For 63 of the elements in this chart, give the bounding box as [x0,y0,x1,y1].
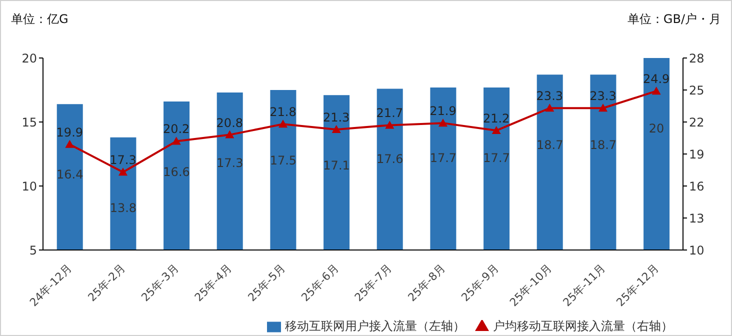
x-tick-label: 25年-2月 [86,262,128,304]
x-tick-label: 25年-3月 [138,262,182,304]
point [385,120,394,129]
data-label: 18.7 [536,138,564,152]
x-tick-label: 25年-4月 [192,262,235,304]
data-label: 13.8 [110,200,137,215]
y-tick-label: 5 [29,243,37,258]
x-tick-label: 25年-10月 [507,262,555,310]
x-tick-label: 24年-12月 [27,262,75,310]
data-label: 18.7 [590,138,617,152]
data-label: 20.8 [216,116,244,130]
y2-tick-label: 28 [689,51,704,66]
y-tick-label: 10 [22,179,37,194]
point [598,104,608,112]
data-label: 17.7 [430,150,457,165]
data-label: 17.3 [216,156,244,170]
data-label: 24.9 [642,72,670,86]
data-label: 17.6 [376,152,404,166]
y2-tick-label: 22 [689,115,704,130]
y2-axis-title: 单位：GB/户・月 [627,11,721,28]
data-label: 17.3 [110,153,136,168]
x-tick-label: 25年-6月 [298,262,342,304]
x-tick-label: 25年-12月 [614,262,662,310]
x-tick-label: 25年-11月 [560,262,608,310]
data-label: 21.2 [482,112,510,126]
point [225,130,234,138]
x-tick-label: 25年-5月 [246,262,288,304]
y-tick-label: 15 [22,115,37,130]
point [652,86,661,95]
data-label: 17.1 [323,158,350,173]
point [438,118,448,127]
data-label: 21.8 [270,105,296,120]
data-label: 21.3 [322,110,350,124]
x-tick-label: 25年-8月 [406,262,448,304]
legend-label: 移动互联网用户接入流量（左轴） [285,319,465,333]
y2-tick-label: 10 [689,243,704,258]
point [332,124,341,133]
legend-label: 户均移动互联网接入流量（右轴） [493,319,673,333]
point [172,136,181,145]
data-label: 23.3 [536,89,564,104]
data-label: 19.9 [56,125,84,140]
y2-tick-label: 19 [689,147,704,162]
point [278,120,288,128]
y2-tick-label: 16 [689,179,704,194]
data-label: 21.7 [376,106,404,120]
point [492,126,501,134]
data-label: 23.3 [590,89,616,104]
point [545,104,554,112]
y2-tick-label: 13 [689,211,704,226]
data-label: 17.7 [483,150,510,165]
data-label: 20 [648,122,664,136]
y-tick-label: 20 [22,51,37,66]
point [118,168,128,176]
y-axis-title: 单位：亿G [11,11,68,28]
data-label: 21.9 [430,104,456,118]
data-label: 16.4 [56,168,84,182]
data-label: 17.5 [270,154,297,168]
y2-tick-label: 25 [689,83,704,98]
data-label: 20.2 [162,122,190,136]
x-tick-label: 25年-9月 [458,262,502,304]
x-tick-label: 25年-7月 [352,262,395,304]
data-label: 16.6 [163,165,190,180]
point [65,140,74,148]
